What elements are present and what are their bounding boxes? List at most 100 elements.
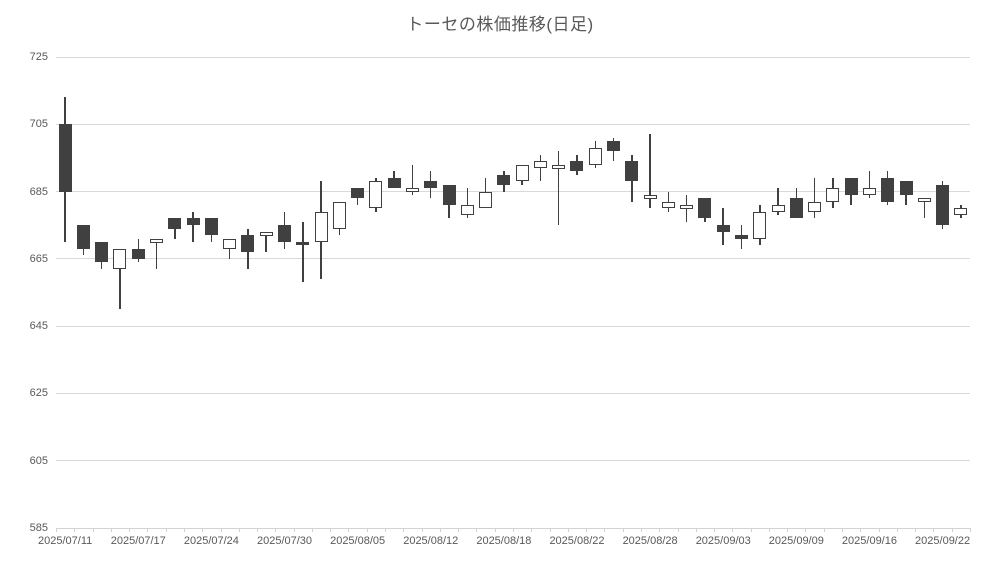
candle-2025/09/08 [771,205,785,212]
candle-2025/08/13 [442,184,456,205]
candle-wick [228,238,231,259]
candle-2025/07/28 [241,235,255,253]
candle-wick [411,164,414,195]
y-axis-tick-label: 645 [29,320,48,333]
candle-2025/07/29 [259,231,273,236]
candle-2025/07/16 [113,248,127,269]
gridline [56,258,970,260]
candle-2025/08/20 [533,161,547,168]
x-axis-tick-label: 2025/09/16 [841,535,897,547]
candle-2025/08/04 [332,201,346,229]
candle-2025/08/08 [405,188,419,193]
candle-wick [119,248,121,310]
candle-2025/07/31 [296,242,310,246]
x-axis-tick [403,528,405,532]
x-axis-tick [220,528,222,532]
candle-2025/07/15 [95,242,109,263]
x-axis-tick [366,528,368,532]
x-axis-tick [92,528,94,532]
candle-2025/07/23 [186,218,200,226]
candle-2025/08/29 [661,201,675,209]
candle-2025/08/25 [588,147,602,165]
candle-2025/09/05 [753,211,767,239]
candle-wick [813,178,816,219]
x-axis-tick-label: 2025/07/17 [110,535,166,547]
x-axis-tick [714,528,716,532]
x-axis-tick [330,528,332,532]
candle-wick [174,218,176,239]
x-axis-tick [531,528,533,532]
candle-wick [667,191,670,212]
x-axis-tick [458,528,460,532]
candle-2025/09/03 [716,225,730,232]
y-axis-tick-label: 685 [29,185,48,198]
candle-2025/08/01 [314,211,328,243]
gridline [56,123,970,125]
candle-2025/08/22 [570,161,584,172]
candle-2025/09/11 [826,188,840,202]
candle-2025/08/21 [552,164,566,169]
candle-wick [302,221,304,283]
y-axis-tick-label: 725 [29,51,48,63]
candle-2025/07/22 [168,218,182,229]
x-axis-tick-label: 2025/07/24 [183,535,239,547]
candle-2025/09/01 [680,205,694,210]
candle-2025/07/25 [223,238,237,249]
x-axis-tick-label: 2025/07/11 [38,535,93,547]
candle-wick [777,188,779,216]
x-axis-tick [56,528,57,532]
x-axis-tick [860,528,862,532]
candle-2025/09/02 [698,198,712,219]
x-axis-tick [915,528,917,532]
x-axis-tick [293,528,295,532]
x-axis-tick [439,528,441,532]
x-axis-tick-label: 2025/08/28 [622,535,678,547]
x-axis-tick [385,528,387,532]
candle-2025/09/19 [917,198,931,203]
candle-2025/08/05 [351,188,365,199]
x-axis-tick [110,528,112,532]
candle-2025/09/18 [899,181,913,195]
x-axis-tick [732,528,734,532]
x-axis-tick [165,528,167,532]
candle-wick [466,188,469,219]
x-axis-tick [677,528,679,532]
x-axis-tick [659,528,661,532]
x-axis-tick-label: 2025/07/30 [256,535,313,547]
candle-wick [649,134,651,209]
y-axis-tick-label: 605 [29,454,48,467]
x-axis-tick [896,528,898,532]
candle-2025/09/22 [936,184,950,226]
candle-2025/07/11 [58,124,72,192]
x-axis-tick [147,528,149,532]
candle-2025/08/18 [497,174,511,185]
x-axis-tick [257,528,259,532]
candle-wick [192,211,194,243]
x-axis-tick-label: 2025/09/22 [915,535,971,547]
x-axis-tick [805,528,807,532]
candle-2025/09/09 [789,198,803,219]
x-axis-tick [567,528,569,532]
x-axis-tick-label: 2025/09/03 [695,535,751,547]
candle-2025/08/06 [369,181,383,209]
x-axis-tick [238,528,240,532]
x-axis-tick [695,528,697,532]
gridline [56,325,970,327]
x-axis-tick-label: 2025/08/18 [476,535,532,547]
x-axis-tick [622,528,624,532]
x-axis-tick [348,528,350,532]
x-axis-tick [202,528,204,532]
x-axis-tick [513,528,514,532]
candle-2025/07/24 [204,218,218,236]
candle-2025/07/17 [131,248,145,259]
y-axis-tick-label: 705 [29,118,48,131]
candle-2025/09/04 [735,235,748,239]
candle-2025/08/27 [625,161,639,182]
x-axis-tick [275,528,277,532]
x-axis-tick [183,528,185,532]
candle-2025/08/26 [607,141,621,152]
candle-wick [155,238,158,269]
x-axis-tick [129,528,131,532]
candle-2025/08/28 [643,194,657,199]
